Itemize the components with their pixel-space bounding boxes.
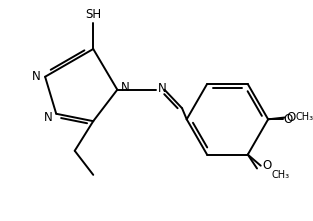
Text: N: N [32, 70, 40, 83]
Text: N: N [158, 82, 167, 95]
Text: O: O [287, 111, 296, 124]
Text: N: N [44, 111, 52, 124]
Text: SH: SH [85, 8, 101, 21]
Text: O: O [263, 159, 272, 172]
Text: CH₃: CH₃ [296, 112, 313, 122]
Text: O: O [284, 113, 293, 126]
Text: CH₃: CH₃ [272, 170, 290, 180]
Text: N: N [121, 81, 130, 94]
